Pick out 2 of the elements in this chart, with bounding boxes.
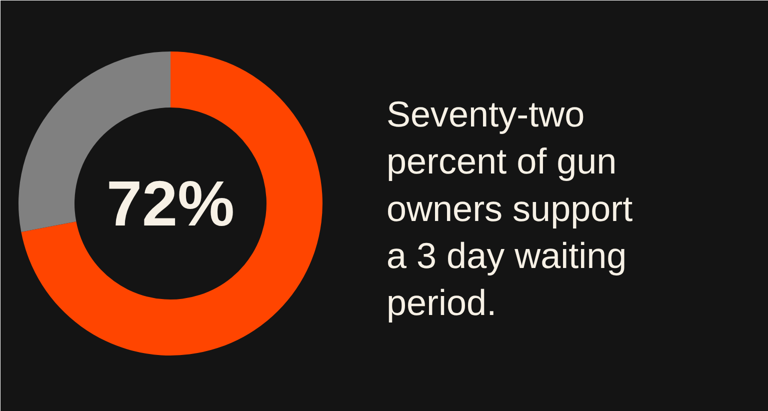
text: Seventy-two percent of gun owners support a 3 day waiting period. (386, 94, 633, 324)
data-label: 72% (106, 168, 235, 240)
